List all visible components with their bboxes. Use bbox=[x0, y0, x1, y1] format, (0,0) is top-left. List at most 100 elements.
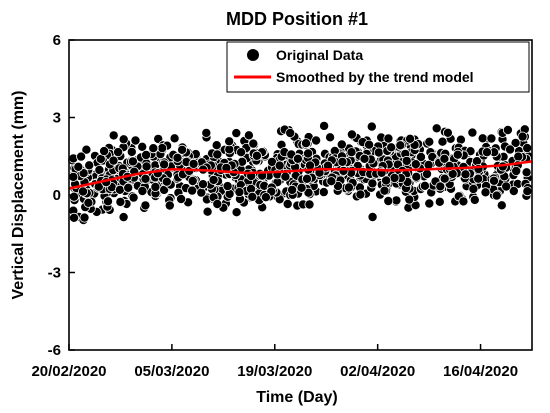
scatter-point bbox=[141, 149, 152, 160]
scatter-point bbox=[172, 152, 183, 163]
x-tick-label: 16/04/2020 bbox=[443, 363, 518, 380]
scatter-point bbox=[188, 158, 199, 169]
plot-area bbox=[67, 120, 534, 225]
scatter-point bbox=[311, 135, 322, 146]
scatter-point bbox=[285, 127, 296, 138]
scatter-point bbox=[231, 207, 242, 218]
scatter-point bbox=[115, 196, 126, 207]
scatter-point bbox=[224, 136, 235, 147]
scatter-point bbox=[346, 129, 357, 140]
scatter-point bbox=[467, 127, 478, 138]
scatter-point bbox=[343, 182, 354, 193]
scatter-point bbox=[222, 181, 233, 192]
scatter-point bbox=[161, 176, 172, 187]
trend-line bbox=[68, 160, 533, 190]
y-tick-label: -3 bbox=[48, 265, 61, 282]
scatter-point bbox=[501, 181, 512, 192]
y-tick-label: 6 bbox=[53, 32, 61, 49]
x-tick-label: 20/02/2020 bbox=[31, 363, 106, 380]
scatter-point bbox=[415, 151, 426, 162]
y-axis-label: Vertical Displacement (mm) bbox=[10, 91, 27, 300]
scatter-point bbox=[202, 206, 213, 217]
scatter-point bbox=[469, 194, 480, 205]
scatter-point bbox=[473, 173, 484, 184]
scatter-point bbox=[410, 159, 421, 170]
scatter-point bbox=[511, 165, 522, 176]
scatter-point bbox=[196, 187, 207, 198]
scatter-point bbox=[157, 143, 168, 154]
scatter-point bbox=[301, 173, 312, 184]
scatter-point bbox=[326, 176, 337, 187]
scatter-point bbox=[383, 195, 394, 206]
scatter-point bbox=[212, 198, 223, 209]
scatter-point bbox=[424, 136, 435, 147]
scatter-point bbox=[137, 185, 148, 196]
scatter-point bbox=[373, 147, 384, 158]
legend: Original Data Smoothed by the trend mode… bbox=[226, 41, 530, 93]
scatter-point bbox=[337, 156, 348, 167]
scatter-point bbox=[303, 187, 314, 198]
scatter-point bbox=[437, 136, 448, 147]
scatter-point bbox=[458, 196, 469, 207]
y-tick-label: 3 bbox=[53, 110, 61, 127]
y-tick-label: 0 bbox=[53, 187, 61, 204]
scatter-point bbox=[431, 123, 442, 134]
scatter-point bbox=[442, 127, 453, 138]
scatter-point bbox=[522, 143, 533, 154]
scatter-point bbox=[187, 175, 198, 186]
scatter-point bbox=[319, 120, 330, 131]
scatter-point bbox=[164, 200, 175, 211]
scatter-point bbox=[287, 184, 298, 195]
scatter-point bbox=[468, 183, 479, 194]
scatter-point bbox=[69, 191, 80, 202]
scatter-point bbox=[126, 146, 137, 157]
chart-title: MDD Position #1 bbox=[226, 9, 368, 29]
scatter-point bbox=[169, 133, 180, 144]
scatter-point bbox=[338, 165, 349, 176]
scatter-point bbox=[118, 212, 129, 223]
scatter-point bbox=[481, 147, 492, 158]
scatter-point bbox=[510, 137, 521, 148]
scatter-point bbox=[123, 182, 134, 193]
scatter-point bbox=[69, 212, 80, 223]
scatter-point bbox=[208, 174, 219, 185]
x-axis-label: Time (Day) bbox=[256, 389, 338, 406]
scatter-point bbox=[513, 151, 524, 162]
scatter-point bbox=[150, 181, 161, 192]
scatter-point bbox=[211, 140, 222, 151]
scatter-point bbox=[108, 130, 119, 141]
scatter-point bbox=[383, 133, 394, 144]
scatter-point bbox=[187, 185, 198, 196]
scatter-point bbox=[99, 146, 110, 157]
x-tick-label: 05/03/2020 bbox=[134, 363, 209, 380]
x-tick-label: 19/03/2020 bbox=[237, 363, 312, 380]
scatter-point bbox=[486, 133, 497, 144]
scatter-point bbox=[108, 155, 119, 166]
scatter-point bbox=[141, 161, 152, 172]
scatter-point bbox=[78, 186, 89, 197]
scatter-point bbox=[381, 175, 392, 186]
scatter-point bbox=[68, 171, 79, 182]
scatter-point bbox=[332, 180, 343, 191]
scatter-point bbox=[318, 187, 329, 198]
scatter-point bbox=[292, 153, 303, 164]
scatter-point bbox=[76, 151, 87, 162]
legend-box bbox=[226, 41, 530, 93]
y-tick-label: -6 bbox=[48, 342, 61, 359]
scatter-point bbox=[113, 147, 124, 158]
scatter-point bbox=[355, 189, 366, 200]
scatter-point bbox=[114, 184, 125, 195]
scatter-point bbox=[303, 148, 314, 159]
scatter-point bbox=[236, 147, 247, 158]
scatter-point bbox=[521, 167, 532, 178]
scatter-point bbox=[140, 200, 151, 211]
scatter-point bbox=[260, 192, 271, 203]
scatter-point bbox=[234, 187, 245, 198]
scatter-point bbox=[366, 121, 377, 132]
scatter-point bbox=[296, 182, 307, 193]
scatter-point bbox=[282, 198, 293, 209]
scatter-point bbox=[488, 175, 499, 186]
scatter-point bbox=[522, 186, 533, 197]
scatter-point bbox=[359, 153, 370, 164]
